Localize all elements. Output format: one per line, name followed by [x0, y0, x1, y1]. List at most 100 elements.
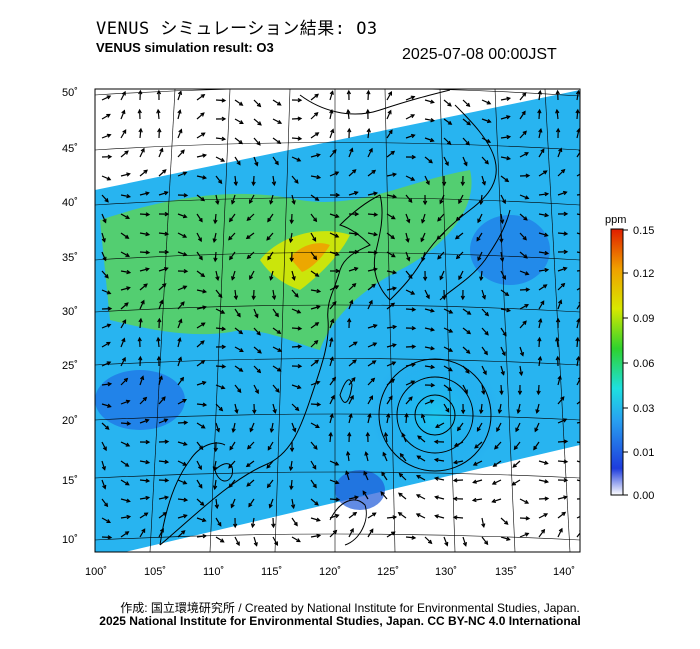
wind-arrow — [420, 232, 426, 242]
wind-arrow — [272, 384, 280, 393]
wind-arrowhead — [246, 445, 252, 450]
wind-arrow — [267, 441, 274, 451]
wind-arrow — [515, 422, 521, 432]
wind-arrow — [500, 156, 510, 160]
wind-arrowhead — [425, 294, 430, 300]
wind-arrow — [367, 232, 377, 236]
wind-arrowhead — [433, 457, 439, 463]
wind-arrowhead — [537, 355, 543, 361]
wind-arrow — [519, 251, 528, 259]
wind-arrowhead — [314, 272, 320, 277]
wind-arrow — [435, 459, 445, 462]
wind-arrowhead — [246, 254, 252, 260]
wind-arrow — [329, 357, 334, 367]
wind-arrow — [576, 109, 579, 120]
wind-arrowhead — [182, 233, 188, 238]
wind-arrow — [101, 498, 108, 507]
wind-arrow — [310, 175, 321, 179]
wind-arrow — [443, 346, 453, 352]
wind-arrow — [234, 346, 244, 352]
wind-arrow — [272, 156, 279, 165]
wind-arrow — [538, 148, 545, 158]
wind-arrowhead — [411, 307, 417, 312]
ozone-low-region — [95, 370, 185, 430]
wind-arrowhead — [487, 119, 492, 124]
wind-arrow — [500, 365, 505, 375]
wind-arrow — [120, 270, 131, 274]
wind-arrow — [363, 471, 369, 481]
wind-arrowhead — [137, 108, 142, 114]
wind-arrowhead — [228, 236, 233, 241]
wind-arrowhead — [346, 89, 352, 95]
wind-arrowhead — [289, 257, 294, 263]
wind-arrow — [228, 460, 236, 469]
wind-arrowhead — [352, 169, 357, 174]
wind-arrow — [310, 305, 320, 310]
wind-arrow — [158, 300, 163, 310]
wind-arrow — [177, 498, 187, 501]
wind-arrow — [267, 479, 274, 488]
wind-arrowhead — [126, 286, 131, 291]
wind-arrowhead — [200, 112, 205, 117]
wind-arrowhead — [524, 304, 530, 308]
wind-arrowhead — [502, 332, 507, 337]
wind-arrow — [557, 232, 568, 235]
wind-arrowhead — [555, 317, 561, 323]
wind-arrowhead — [257, 121, 262, 126]
wind-arrow — [473, 460, 483, 466]
wind-arrow — [435, 496, 445, 500]
wind-arrowhead — [347, 431, 352, 437]
wind-arrowhead — [484, 311, 490, 317]
wind-arrow — [269, 498, 274, 508]
wind-arrow — [290, 460, 293, 470]
wind-arrow — [232, 422, 236, 432]
wind-arrowhead — [362, 490, 367, 495]
wind-arrowhead — [256, 102, 262, 108]
wind-arrow — [101, 324, 111, 329]
wind-arrow — [329, 301, 337, 310]
wind-arrowhead — [221, 116, 227, 122]
wind-arrow — [348, 414, 352, 424]
wind-arrow — [139, 397, 147, 405]
wind-arrowhead — [363, 470, 368, 476]
colorbar-tick: 0.12 — [633, 268, 654, 280]
wind-arrow — [439, 270, 445, 280]
wind-arrow — [538, 300, 545, 310]
wind-arrow — [139, 300, 145, 310]
wind-arrowhead — [575, 355, 580, 361]
wind-arrowhead — [371, 169, 377, 174]
wind-arrowhead — [422, 276, 428, 282]
wind-arrow — [481, 308, 489, 316]
wind-arrowhead — [575, 89, 580, 95]
wind-arrow — [272, 403, 276, 413]
wind-arrowhead — [555, 127, 561, 133]
wind-arrowhead — [163, 267, 169, 272]
wind-arrowhead — [481, 294, 486, 300]
wind-arrow — [215, 289, 223, 298]
wind-arrow — [101, 441, 107, 451]
wind-arrowhead — [433, 476, 439, 481]
wind-arrowhead — [312, 465, 317, 470]
wind-arrow — [538, 513, 548, 519]
wind-arrow — [291, 308, 301, 314]
wind-arrow — [405, 232, 409, 242]
wind-arrow — [519, 130, 527, 139]
wind-arrow — [538, 357, 541, 367]
lat-label: 35˚ — [62, 252, 78, 264]
wind-arrow — [272, 289, 276, 299]
wind-arrowhead — [504, 177, 510, 183]
wind-arrow — [538, 170, 547, 177]
wind-arrowhead — [430, 308, 435, 313]
wind-arrowhead — [399, 452, 404, 458]
wind-arrowhead — [156, 108, 161, 114]
wind-arrowhead — [202, 289, 208, 294]
wind-arrowhead — [274, 312, 279, 318]
wind-arrow — [424, 400, 434, 405]
wind-arrow — [120, 357, 126, 367]
wind-arrowhead — [448, 367, 453, 372]
wind-arrow — [462, 99, 470, 107]
wind-arrowhead — [293, 521, 298, 527]
wind-arrow — [120, 287, 130, 291]
wind-arrow — [386, 287, 396, 291]
wind-arrow — [462, 384, 468, 394]
